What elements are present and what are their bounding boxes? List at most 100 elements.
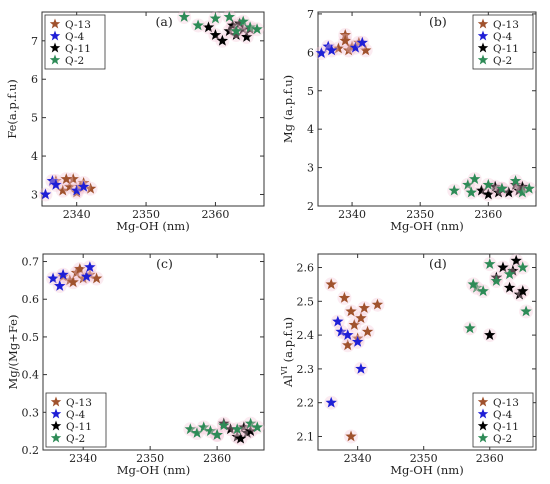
x-tick-label: 2340 bbox=[63, 208, 91, 221]
data-point bbox=[322, 40, 334, 52]
data-point bbox=[178, 10, 190, 22]
data-point bbox=[468, 173, 481, 184]
data-point bbox=[448, 184, 460, 196]
legend-label: Q-11 bbox=[493, 43, 519, 55]
data-point bbox=[351, 335, 364, 347]
data-point bbox=[237, 23, 249, 35]
y-tick-label: 2.5 bbox=[297, 295, 315, 308]
data-point bbox=[523, 182, 535, 194]
data-point bbox=[464, 322, 476, 334]
legend-marker bbox=[50, 408, 62, 419]
y-tick-label: 5 bbox=[31, 112, 38, 125]
data-point bbox=[244, 21, 256, 33]
data-point bbox=[84, 268, 96, 280]
panel-3: 2340 2350 2360 2.1 2.2 2.3 2.4 2.5 2.6 Mg-OH (nm)… bbox=[280, 253, 537, 477]
data-point bbox=[57, 184, 69, 196]
legend-marker bbox=[477, 432, 489, 443]
data-point bbox=[234, 432, 247, 444]
y-axis-label: Mg (a.p.f.u) bbox=[281, 75, 295, 143]
data-point bbox=[349, 41, 362, 53]
data-point bbox=[74, 263, 86, 274]
data-point bbox=[339, 34, 351, 46]
data-point bbox=[475, 184, 488, 196]
x-tick-label: 2360 bbox=[474, 208, 502, 221]
data-point bbox=[47, 272, 59, 284]
data-point bbox=[355, 362, 367, 374]
legend-marker bbox=[50, 432, 62, 443]
series-Q-11 bbox=[482, 253, 530, 343]
data-point bbox=[241, 427, 253, 438]
data-point bbox=[496, 182, 508, 194]
data-point bbox=[80, 270, 93, 282]
data-point bbox=[234, 17, 246, 29]
y-tick-label: 2.1 bbox=[297, 430, 315, 443]
data-point bbox=[490, 275, 503, 286]
data-point bbox=[342, 44, 355, 56]
y-tick-label: 0.4 bbox=[22, 369, 40, 382]
y-tick-label: 6 bbox=[307, 46, 314, 59]
y-tick-label: 2.4 bbox=[297, 329, 315, 342]
data-point bbox=[520, 305, 532, 317]
legend-marker bbox=[477, 42, 489, 53]
data-point bbox=[244, 417, 257, 429]
x-tick-label: 2350 bbox=[132, 208, 160, 221]
data-point bbox=[204, 425, 217, 437]
data-point bbox=[209, 29, 222, 40]
legend-label: Q-11 bbox=[66, 421, 92, 433]
x-tick-label: 2360 bbox=[203, 452, 231, 465]
data-point bbox=[57, 268, 69, 280]
data-point bbox=[211, 428, 223, 440]
data-point bbox=[244, 425, 257, 437]
legend-marker bbox=[477, 396, 489, 407]
x-tick-label: 2340 bbox=[69, 452, 97, 465]
data-point bbox=[325, 396, 337, 408]
data-point bbox=[465, 186, 477, 198]
y-tick-label: 3 bbox=[31, 188, 38, 201]
data-point bbox=[517, 261, 529, 273]
data-point bbox=[67, 173, 79, 184]
data-point bbox=[509, 175, 522, 186]
legend-marker bbox=[50, 420, 62, 431]
data-point bbox=[371, 298, 384, 310]
data-point bbox=[517, 285, 529, 297]
data-point bbox=[489, 180, 501, 192]
data-point bbox=[84, 261, 96, 273]
legend-label: Q-13 bbox=[493, 19, 519, 31]
series-Q-4 bbox=[314, 35, 370, 61]
panel-label: (b) bbox=[429, 14, 447, 29]
y-tick-label: 3 bbox=[307, 162, 314, 175]
y-tick-label: 2.2 bbox=[297, 397, 315, 410]
x-axis-label: Mg-OH (nm) bbox=[116, 219, 189, 233]
data-point bbox=[332, 315, 344, 327]
data-point bbox=[77, 272, 89, 284]
data-point bbox=[237, 15, 249, 27]
data-point bbox=[230, 25, 242, 37]
data-point bbox=[184, 423, 197, 435]
data-point bbox=[60, 173, 72, 184]
legend-marker bbox=[477, 420, 489, 431]
x-tick-label: 2350 bbox=[136, 452, 164, 465]
data-point bbox=[209, 12, 222, 24]
legend-label: Q-2 bbox=[65, 55, 84, 67]
legend-marker bbox=[49, 30, 61, 41]
y-tick-label: 5 bbox=[307, 85, 314, 98]
data-point bbox=[223, 25, 236, 37]
data-point bbox=[467, 278, 479, 290]
data-point bbox=[325, 44, 338, 56]
data-point bbox=[482, 178, 495, 190]
y-tick-label: 4 bbox=[307, 123, 314, 136]
data-point bbox=[202, 21, 215, 33]
panel-label: (c) bbox=[156, 256, 173, 271]
y-tick-label: 4 bbox=[31, 150, 38, 163]
data-point bbox=[462, 178, 474, 190]
data-point bbox=[70, 184, 83, 196]
y-tick-label: 2.3 bbox=[297, 363, 315, 376]
data-point bbox=[342, 329, 354, 340]
data-point bbox=[84, 182, 97, 194]
data-point bbox=[218, 419, 230, 431]
data-point bbox=[503, 186, 515, 198]
series-Q-4 bbox=[324, 314, 368, 410]
data-point bbox=[497, 261, 509, 273]
panel-2: 2340 2350 2360 0.2 0.3 0.4 0.5 0.6 0.7 Mg-OH (nm)… bbox=[6, 253, 265, 477]
legend-marker bbox=[477, 54, 489, 65]
